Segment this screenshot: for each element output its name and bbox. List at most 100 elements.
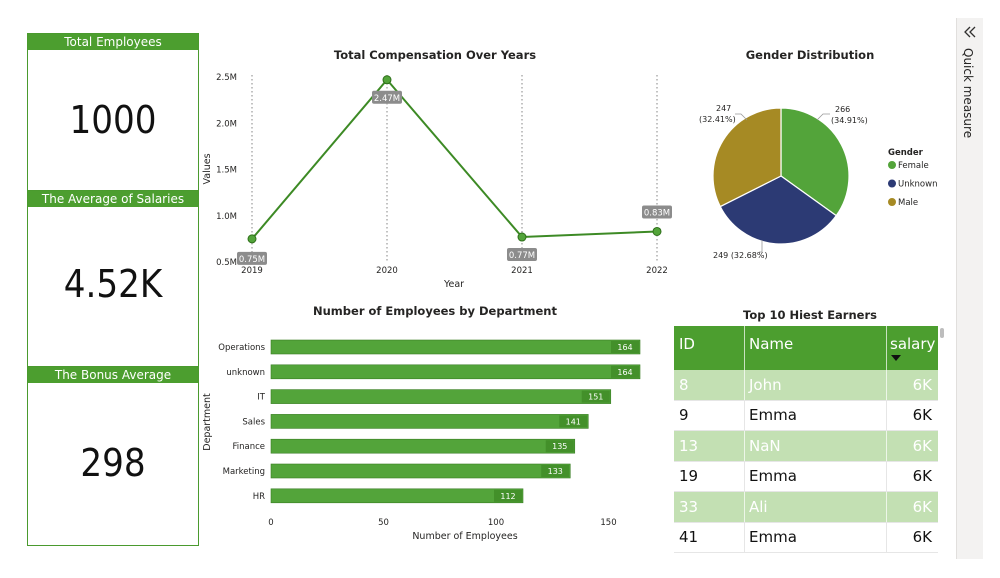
data-point — [382, 75, 392, 85]
data-label: 0.75M — [239, 255, 265, 265]
data-point — [517, 232, 527, 242]
table-row[interactable]: 33 Ali 6K — [674, 492, 938, 523]
data-label-bg — [237, 251, 267, 265]
legend-item: Female — [898, 161, 929, 171]
chevrons-left-icon[interactable] — [964, 26, 976, 38]
table-scrollbar[interactable] — [940, 328, 944, 338]
sort-descending-icon — [891, 355, 901, 361]
bar-label-bg — [541, 465, 570, 477]
cell-id: 19 — [679, 467, 699, 486]
legend-marker — [888, 179, 896, 188]
kpi-value: 4.52K — [63, 262, 163, 306]
legend-marker — [888, 161, 896, 169]
data-label-bg — [372, 90, 402, 104]
x-tick-label: 150 — [600, 518, 616, 528]
cell-salary: 6K — [912, 436, 932, 455]
leader-line — [735, 113, 748, 121]
cell-salary: 6K — [912, 497, 932, 516]
bar-value-label: 151 — [588, 393, 603, 402]
legend-item: Unknown — [898, 180, 937, 190]
bar — [270, 414, 589, 429]
cell-name: NaN — [749, 436, 781, 455]
data-label: 2.47M — [374, 94, 400, 104]
category-label: Operations — [218, 343, 265, 353]
y-axis-title: Department — [202, 393, 213, 451]
x-tick-label: 50 — [378, 518, 389, 528]
data-label: 0.83M — [644, 208, 670, 218]
bar-label-bg — [611, 365, 639, 378]
column-header-name[interactable]: Name — [749, 335, 794, 353]
bar-label-bg — [611, 341, 639, 353]
table-header: ID Name salary — [674, 326, 938, 370]
y-tick-label: 1.0M — [216, 212, 237, 222]
kpi-label: The Average of Salaries — [28, 191, 198, 207]
cell-name: Emma — [749, 528, 797, 547]
pie-chart: 266 (34.91%) 247 (32.41%) 249 (32.68%) Gender… — [699, 104, 937, 260]
x-tick-label: 2020 — [376, 266, 398, 276]
quick-measure-label: Quick measure — [961, 48, 975, 139]
pie-slice-unknown — [719, 175, 838, 245]
y-tick-label: 2.0M — [216, 119, 237, 129]
category-label: unknown — [226, 368, 265, 378]
column-header-salary[interactable]: salary — [890, 326, 935, 379]
line-chart-title: Total Compensation Over Years — [333, 48, 537, 62]
pie-slice-female — [780, 107, 850, 217]
slice-label: (32.41%) — [699, 115, 736, 124]
bar-value-label: 133 — [548, 467, 563, 476]
bar-label-bg — [545, 440, 574, 453]
table-row[interactable]: 13 NaN 6K — [674, 431, 938, 462]
quick-measure-pane[interactable]: Quick measure — [956, 18, 983, 559]
bar-value-label: 135 — [552, 442, 567, 451]
data-label-bg — [507, 248, 537, 262]
leader-line — [759, 240, 763, 253]
data-point — [247, 234, 257, 244]
leader-line — [816, 113, 830, 121]
cell-id: 8 — [679, 375, 689, 394]
table-row[interactable]: 19 Emma 6K — [674, 461, 938, 492]
cell-id: 33 — [679, 497, 699, 516]
legend-item: Male — [898, 198, 918, 208]
table-row[interactable]: 8 John 6K — [674, 370, 938, 401]
cell-name: John — [749, 375, 782, 394]
kpi-label: Total Employees — [28, 34, 198, 50]
cell-name: Ali — [749, 497, 768, 516]
x-axis-title: Number of Employees — [412, 531, 517, 542]
table-body: 8 John 6K 9 Emma 6K 13 NaN 6K 19 Emma 6K 33 Ali 6K 41 Em… — [674, 370, 938, 553]
bar — [270, 364, 641, 380]
y-tick-label: 0.5M — [216, 258, 237, 268]
pie-slice-male — [712, 107, 782, 208]
slice-label: 249 (32.68%) — [713, 251, 768, 260]
kpi-card-average-salaries: The Average of Salaries 4.52K — [27, 190, 199, 368]
table-row[interactable]: 41 Emma 6K — [674, 522, 938, 553]
category-label: IT — [257, 393, 266, 403]
bar — [270, 438, 576, 454]
bar-value-label: 141 — [566, 417, 581, 426]
y-axis-title: Values — [202, 153, 213, 184]
x-tick-label: 2019 — [241, 266, 263, 276]
bar-chart: Operations 164 unknown 164 IT 151 Sales 141 Fina… — [202, 339, 641, 542]
top-earners-table: ID Name salary 8 John 6K 9 Emma 6K 13 NaN 6K 19 Em… — [674, 326, 938, 553]
legend-title: Gender — [888, 148, 924, 158]
data-label: 0.77M — [509, 251, 535, 261]
bar-label-bg — [494, 489, 522, 502]
cell-salary: 6K — [912, 528, 932, 547]
cell-name: Emma — [749, 406, 797, 425]
category-label: Sales — [242, 417, 265, 427]
category-label: Marketing — [223, 467, 265, 477]
cell-salary: 6K — [912, 406, 932, 425]
pie-chart-title: Gender Distribution — [745, 48, 875, 62]
y-tick-label: 1.5M — [216, 166, 237, 176]
column-header-id[interactable]: ID — [679, 335, 695, 353]
cell-name: Emma — [749, 467, 797, 486]
slice-label: (34.91%) — [831, 116, 868, 125]
cell-id: 13 — [679, 436, 699, 455]
y-tick-label: 2.5M — [216, 73, 237, 83]
x-tick-label: 2022 — [646, 266, 668, 276]
legend-marker — [888, 198, 896, 206]
table-row[interactable]: 9 Emma 6K — [674, 400, 938, 431]
bar — [270, 463, 571, 479]
series-line — [251, 78, 658, 240]
kpi-card-bonus-average: The Bonus Average 298 — [27, 366, 199, 546]
line-chart: 0.5M 1.0M 1.5M 2.0M 2.5M 2019 2020 2021 2022 Year… — [202, 73, 672, 290]
slice-label: 247 — [716, 104, 731, 113]
